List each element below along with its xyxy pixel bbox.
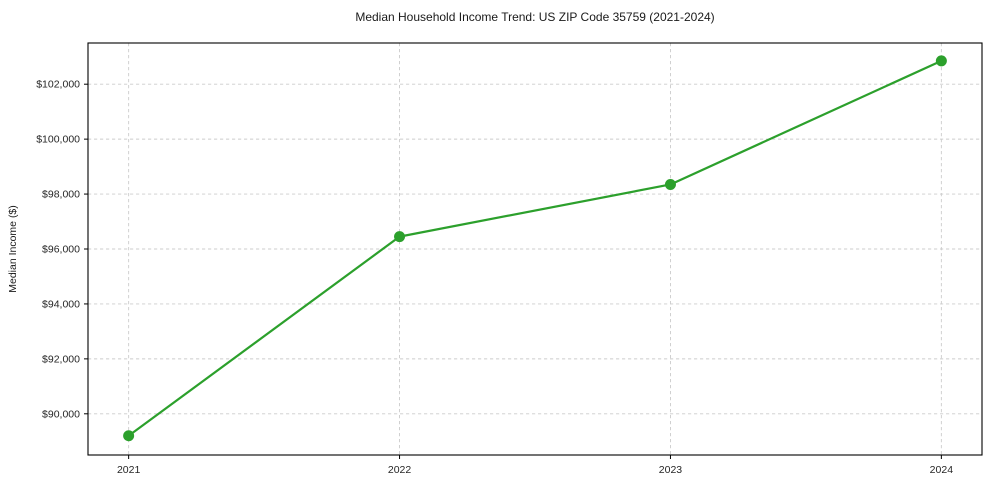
x-tick-label: 2023 <box>659 464 683 476</box>
axes <box>84 42 983 459</box>
x-tick-label: 2022 <box>388 464 412 476</box>
tick-labels: 2021 2022 2023 2024 $90,000 $92,000 $94,000 $96… <box>36 79 953 476</box>
data-point <box>394 231 406 243</box>
y-tick-label: $102,000 <box>36 79 80 91</box>
data-series <box>123 55 947 442</box>
y-tick-label: $98,000 <box>42 189 80 201</box>
y-tick-label: $100,000 <box>36 134 80 146</box>
y-tick-label: $96,000 <box>42 244 80 256</box>
data-point <box>123 430 135 442</box>
x-tick-label: 2024 <box>930 464 954 476</box>
data-point <box>664 178 676 190</box>
x-tick-label: 2021 <box>117 464 141 476</box>
y-axis-label: Median Income ($) <box>7 205 19 293</box>
y-tick-label: $92,000 <box>42 353 80 365</box>
chart-title: Median Household Income Trend: US ZIP Co… <box>355 10 714 24</box>
y-tick-label: $90,000 <box>42 408 80 420</box>
y-tick-label: $94,000 <box>42 298 80 310</box>
trend-line <box>127 59 943 437</box>
gridlines <box>88 43 982 455</box>
data-point <box>935 55 947 67</box>
